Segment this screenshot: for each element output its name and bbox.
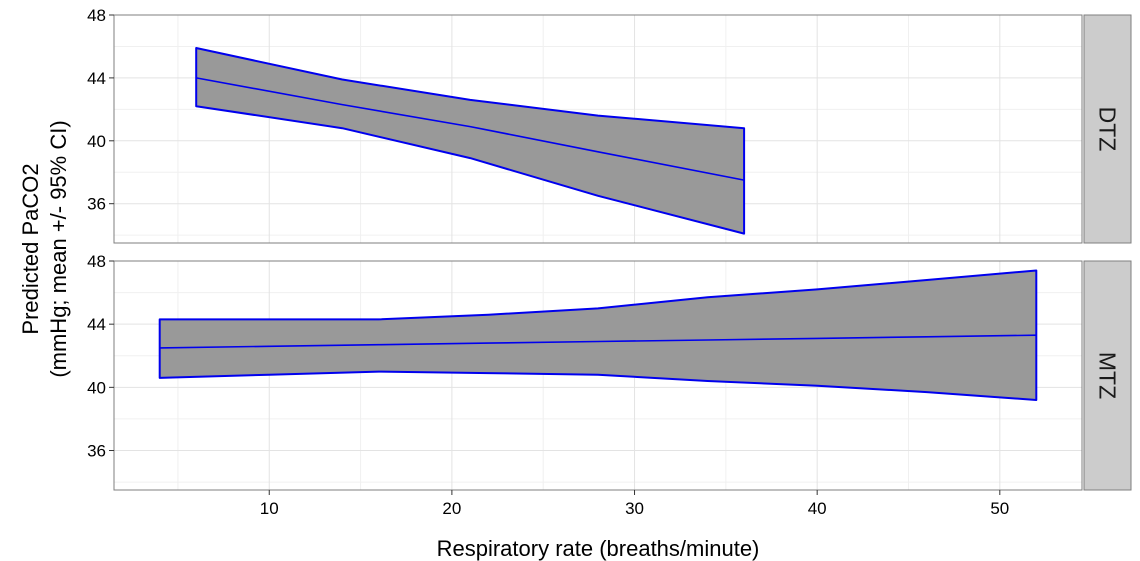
mean-line-mtz xyxy=(159,334,1037,349)
y-tick-label: 40 xyxy=(87,378,106,397)
facet-strip-dtz xyxy=(1083,14,1132,244)
facet-strip-label-mtz: MTZ xyxy=(1095,352,1121,399)
x-tick-label: 10 xyxy=(260,499,279,518)
y-tick-label: 48 xyxy=(87,252,106,271)
y-axis-title-line2: (mmHg; mean +/- 95% CI) xyxy=(46,120,71,377)
y-tick-label: 36 xyxy=(87,195,106,214)
ci-band-mtz xyxy=(158,269,1038,401)
y-tick-label: 44 xyxy=(87,69,106,88)
panel-mtz-border xyxy=(113,260,1083,491)
facet-strip-mtz xyxy=(1083,260,1132,491)
x-axis-title: Respiratory rate (breaths/minute) xyxy=(437,536,760,561)
y-tick-label: 36 xyxy=(87,442,106,461)
panel-dtz-border xyxy=(113,14,1083,244)
x-tick-label: 20 xyxy=(442,499,461,518)
y-tick-label: 40 xyxy=(87,132,106,151)
ci-band-dtz xyxy=(195,47,746,235)
y-axis-title-line1: Predicted PaCO2 xyxy=(18,163,43,334)
x-tick-label: 50 xyxy=(990,499,1009,518)
y-tick-label: 44 xyxy=(87,315,106,334)
y-tick-label: 48 xyxy=(87,6,106,25)
mean-line-dtz xyxy=(196,77,745,181)
x-tick-label: 40 xyxy=(808,499,827,518)
x-tick-label: 30 xyxy=(625,499,644,518)
facet-strip-label-dtz: DTZ xyxy=(1095,107,1121,152)
